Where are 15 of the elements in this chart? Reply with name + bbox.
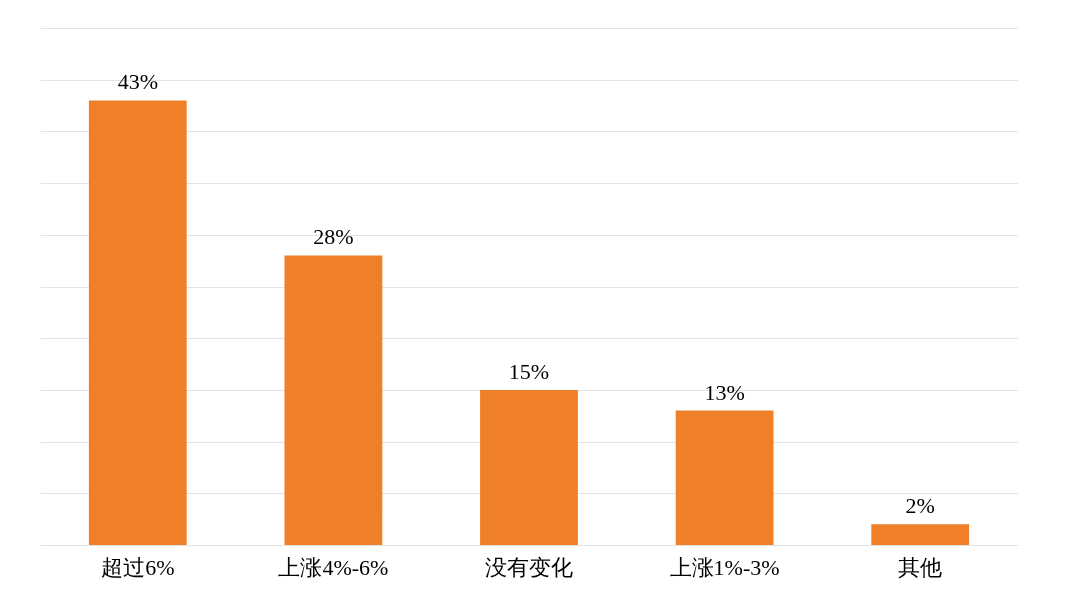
bar xyxy=(284,255,383,545)
x-tick-label: 上涨4%-6% xyxy=(278,554,389,580)
data-label: 43% xyxy=(117,69,158,95)
bar xyxy=(675,410,774,545)
x-tick-label: 其他 xyxy=(898,554,943,580)
data-label: 28% xyxy=(313,224,354,250)
data-label: 15% xyxy=(508,358,550,384)
bar xyxy=(480,389,578,545)
data-label: 2% xyxy=(905,493,935,519)
x-tick-label: 没有变化 xyxy=(485,554,573,580)
bar xyxy=(88,100,187,545)
data-label: 13% xyxy=(704,379,745,405)
x-tick-label: 超过6% xyxy=(101,554,175,580)
bar xyxy=(871,524,970,545)
x-tick-label: 上涨1%-3% xyxy=(669,554,780,580)
